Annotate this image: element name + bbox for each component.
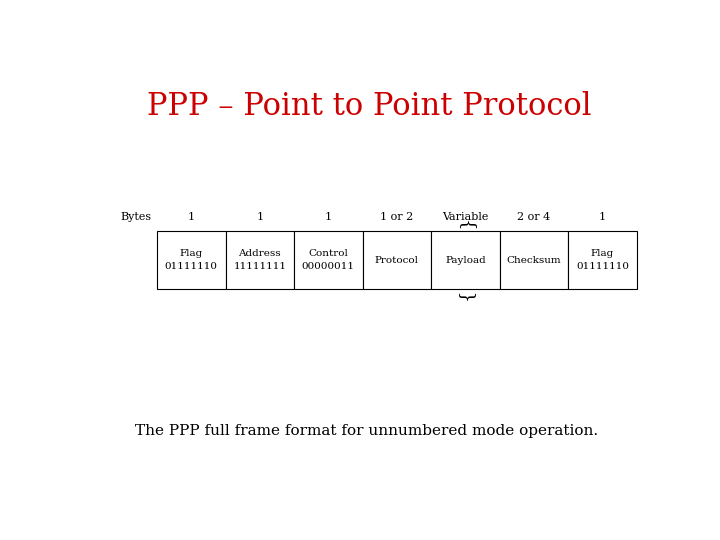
Text: 1: 1: [599, 212, 606, 221]
FancyBboxPatch shape: [500, 231, 568, 289]
Text: Checksum: Checksum: [507, 256, 562, 265]
FancyBboxPatch shape: [431, 231, 500, 289]
Text: 1: 1: [188, 212, 195, 221]
Text: Flag
01111110: Flag 01111110: [576, 249, 629, 271]
FancyBboxPatch shape: [568, 231, 637, 289]
Text: Bytes: Bytes: [120, 212, 151, 221]
FancyBboxPatch shape: [294, 231, 363, 289]
FancyBboxPatch shape: [225, 231, 294, 289]
Text: PPP – Point to Point Protocol: PPP – Point to Point Protocol: [147, 91, 591, 122]
Text: {: {: [456, 288, 474, 300]
Text: {: {: [456, 220, 474, 232]
Text: Payload: Payload: [445, 256, 486, 265]
Text: 1: 1: [256, 212, 264, 221]
Text: Control
00000011: Control 00000011: [302, 249, 355, 271]
Text: Flag
01111110: Flag 01111110: [165, 249, 217, 271]
Text: 1 or 2: 1 or 2: [380, 212, 413, 221]
Text: Variable: Variable: [442, 212, 489, 221]
Text: 1: 1: [325, 212, 332, 221]
Text: Protocol: Protocol: [375, 256, 419, 265]
Text: The PPP full frame format for unnumbered mode operation.: The PPP full frame format for unnumbered…: [135, 424, 598, 438]
Text: Address
11111111: Address 11111111: [233, 249, 287, 271]
FancyBboxPatch shape: [157, 231, 225, 289]
FancyBboxPatch shape: [363, 231, 431, 289]
Text: 2 or 4: 2 or 4: [518, 212, 551, 221]
